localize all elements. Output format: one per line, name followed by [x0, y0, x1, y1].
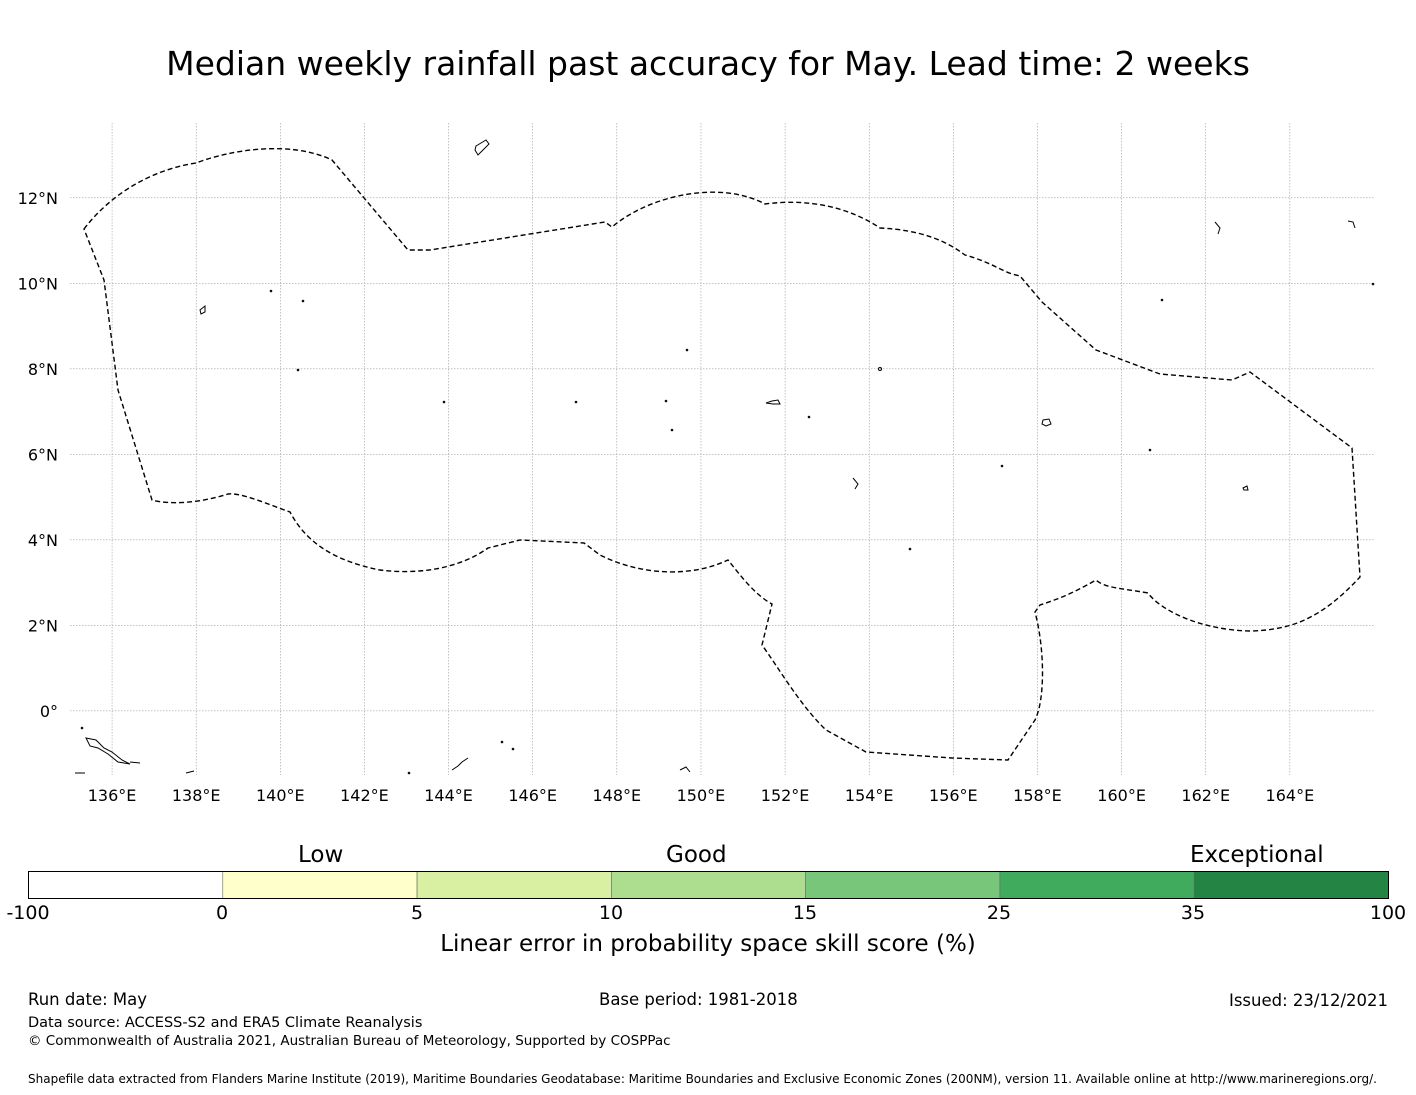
longitude-tick-label: 152°E: [761, 786, 810, 805]
colorbar-label: Linear error in probability space skill …: [440, 931, 976, 957]
longitude-tick-labels: 136°E 138°E 140°E 142°E 144°E 146°E 148°E 150°E…: [88, 786, 1314, 805]
longitude-tick-label: 164°E: [1266, 786, 1315, 805]
longitude-tick-label: 138°E: [172, 786, 221, 805]
longitude-tick-label: 148°E: [593, 786, 642, 805]
colorbar-segment: [28, 871, 224, 899]
longitude-tick-label: 150°E: [677, 786, 726, 805]
latitude-tick-label: 6°N: [28, 445, 58, 464]
colorbar: [28, 871, 1389, 899]
colorbar-segment: [805, 871, 1001, 899]
colorbar-segment: [222, 871, 418, 899]
colorbar-category-exceptional: Exceptional: [1190, 842, 1324, 868]
colorbar-tick-15: 15: [792, 902, 818, 924]
gridlines: [70, 123, 1374, 775]
copyright: © Commonwealth of Australia 2021, Austra…: [28, 1033, 671, 1049]
longitude-tick-label: 154°E: [845, 786, 894, 805]
shapefile-credit: Shapefile data extracted from Flanders M…: [28, 1072, 1377, 1086]
islands: [75, 139, 1375, 775]
colorbar-tick-25: 25: [986, 902, 1012, 924]
colorbar-segment: [999, 871, 1195, 899]
map-title: Median weekly rainfall past accuracy for…: [166, 44, 1250, 83]
colorbar-category-low: Low: [298, 842, 344, 868]
latitude-tick-label: 2°N: [28, 616, 58, 635]
colorbar-tick-5: 5: [410, 902, 424, 924]
colorbar-tick-10: 10: [598, 902, 624, 924]
longitude-tick-label: 142°E: [340, 786, 389, 805]
map: 136°E 138°E 140°E 142°E 144°E 146°E 148°E 150°E…: [18, 123, 1375, 805]
latitude-tick-label: 4°N: [28, 531, 58, 550]
colorbar-tick-100: 100: [1369, 902, 1407, 924]
colorbar-tick-35: 35: [1180, 902, 1206, 924]
issued-date: Issued: 23/12/2021: [1228, 991, 1388, 1010]
colorbar-category-good: Good: [666, 842, 727, 868]
longitude-tick-label: 162°E: [1181, 786, 1230, 805]
colorbar-segment: [1193, 871, 1389, 899]
colorbar-tick-minus-100: -100: [6, 902, 50, 924]
colorbar-tick-0: 0: [215, 902, 229, 924]
latitude-tick-label: 12°N: [18, 189, 58, 208]
longitude-tick-label: 146°E: [508, 786, 557, 805]
longitude-tick-label: 144°E: [424, 786, 473, 805]
latitude-tick-label: 8°N: [28, 360, 58, 379]
longitude-tick-label: 136°E: [88, 786, 137, 805]
colorbar-segment: [611, 871, 806, 899]
data-source: Data source: ACCESS-S2 and ERA5 Climate …: [28, 1015, 423, 1031]
latitude-tick-labels: 12°N 10°N 8°N 6°N 4°N 2°N 0°: [18, 189, 58, 721]
colorbar-segment: [416, 871, 612, 899]
longitude-tick-label: 160°E: [1097, 786, 1146, 805]
latitude-tick-label: 10°N: [18, 274, 58, 293]
longitude-tick-label: 158°E: [1013, 786, 1062, 805]
longitude-tick-label: 156°E: [929, 786, 978, 805]
run-date: Run date: May: [28, 990, 148, 1009]
base-period: Base period: 1981-2018: [599, 990, 798, 1009]
longitude-tick-label: 140°E: [256, 786, 305, 805]
eez-boundary: [83, 147, 1361, 761]
latitude-tick-label: 0°: [40, 702, 58, 721]
